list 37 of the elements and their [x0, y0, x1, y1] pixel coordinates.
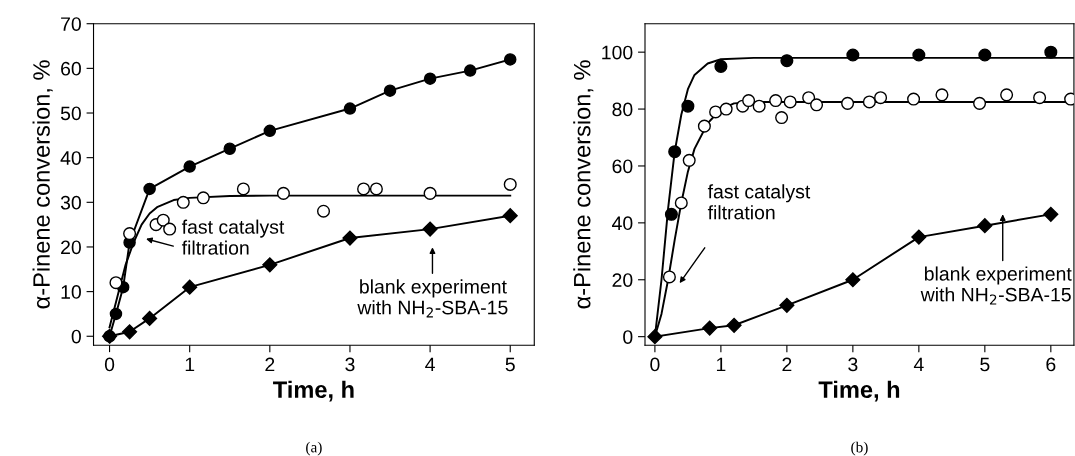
x-tick-label: 3 [848, 357, 858, 372]
x-tick-label: 0 [650, 357, 660, 372]
annotation: fast catalyst filtration [181, 219, 285, 255]
x-tick-label: 5 [980, 357, 990, 372]
x-tick-label: 1 [185, 357, 195, 372]
y-tick-label: 40 [612, 216, 633, 231]
y-tick-label: 30 [60, 195, 81, 210]
x-tick-label: 1 [716, 357, 726, 372]
x-tick-label: 4 [913, 357, 924, 372]
y-tick-label: 50 [60, 106, 81, 121]
annotation: blank experiment with NH$_{2}$-SBA-15 [357, 279, 508, 318]
x-axis-title: Time, h [273, 380, 354, 402]
y-tick-label: 20 [61, 240, 81, 255]
y-tick-label: 0 [71, 329, 81, 344]
y-tick-label: 60 [612, 159, 633, 174]
x-tick-label: 6 [1046, 357, 1056, 372]
y-tick-label: 10 [61, 285, 81, 299]
annotation: blank experiment with NH$_{2}$-SBA-15 [920, 266, 1072, 305]
y-tick-label: 70 [61, 17, 81, 31]
y-tick-label: 60 [61, 61, 81, 76]
text: (a) [306, 441, 322, 456]
text: (b) [851, 441, 868, 456]
y-tick-label: 100 [602, 45, 633, 60]
annotation: fast catalyst filtration [707, 184, 811, 220]
y-tick-label: 20 [612, 273, 633, 287]
y-tick-label: 40 [60, 151, 81, 165]
x-tick-label: 5 [505, 357, 515, 372]
y-tick-label: 80 [612, 102, 633, 117]
x-tick-label: 2 [265, 357, 275, 372]
y-axis-title: α-Pinene conversion, % [573, 60, 594, 309]
x-axis-title: Time, h [818, 380, 900, 402]
x-tick-label: 3 [345, 357, 355, 372]
x-tick-label: 4 [425, 357, 435, 372]
x-tick-label: 2 [782, 357, 792, 372]
y-tick-label: 0 [623, 330, 633, 344]
y-axis-title: α-Pinene conversion, % [32, 60, 53, 309]
x-tick-label: 0 [104, 357, 115, 372]
